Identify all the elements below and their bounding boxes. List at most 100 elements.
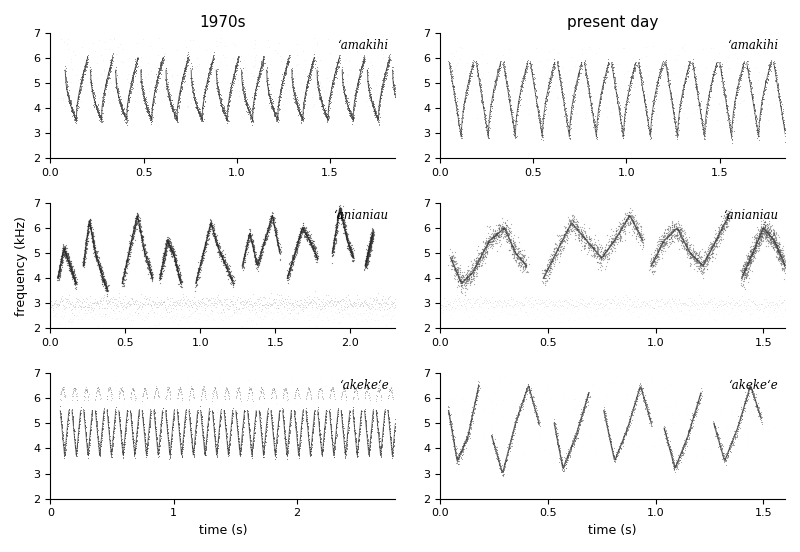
Point — [343, 242, 356, 251]
Point — [102, 425, 115, 434]
Point — [155, 258, 168, 267]
Point — [367, 97, 380, 105]
Point — [382, 308, 395, 317]
Point — [735, 67, 748, 76]
Point — [622, 212, 635, 221]
Point — [174, 437, 186, 445]
Point — [66, 106, 78, 115]
Point — [555, 301, 568, 310]
Point — [304, 66, 317, 75]
Point — [776, 109, 789, 118]
Point — [620, 423, 633, 432]
Point — [716, 312, 729, 321]
Point — [367, 107, 380, 116]
Point — [71, 94, 84, 103]
Point — [470, 253, 483, 262]
Point — [101, 286, 114, 295]
Point — [304, 73, 317, 82]
Point — [463, 274, 476, 283]
Point — [761, 223, 774, 232]
Point — [316, 412, 329, 421]
Point — [407, 59, 420, 67]
Point — [222, 444, 235, 453]
Point — [608, 72, 621, 81]
Point — [360, 427, 373, 436]
Point — [562, 219, 574, 227]
Point — [366, 99, 379, 108]
Point — [233, 443, 246, 452]
Point — [454, 300, 467, 309]
Point — [335, 213, 348, 221]
Point — [55, 420, 68, 428]
Point — [285, 65, 298, 73]
Point — [214, 102, 227, 110]
Point — [758, 220, 771, 229]
Point — [62, 265, 75, 274]
Point — [693, 393, 706, 402]
Point — [755, 226, 768, 235]
Point — [221, 384, 234, 393]
Point — [158, 252, 170, 261]
Point — [366, 234, 378, 243]
Point — [560, 458, 573, 467]
Point — [174, 80, 187, 89]
Point — [362, 251, 375, 260]
Point — [222, 443, 234, 452]
Point — [195, 389, 208, 398]
Point — [453, 276, 466, 285]
Point — [502, 229, 514, 237]
Point — [159, 240, 172, 249]
Point — [544, 260, 557, 269]
Point — [198, 306, 211, 315]
Point — [258, 448, 270, 457]
Point — [143, 421, 156, 430]
Point — [671, 216, 684, 225]
Point — [67, 302, 80, 311]
Point — [349, 94, 362, 103]
Point — [130, 428, 143, 437]
Point — [125, 83, 138, 92]
Point — [503, 94, 516, 103]
Point — [451, 104, 464, 113]
Point — [164, 300, 177, 309]
Point — [191, 305, 204, 314]
Point — [677, 80, 690, 89]
Point — [363, 405, 376, 414]
Point — [338, 224, 351, 233]
Point — [738, 401, 750, 410]
Point — [300, 230, 313, 238]
Point — [278, 385, 290, 394]
Point — [612, 82, 625, 91]
Point — [242, 233, 254, 242]
Point — [190, 305, 203, 314]
Point — [762, 233, 774, 242]
Point — [697, 125, 710, 134]
Point — [110, 295, 123, 304]
Point — [59, 251, 72, 259]
Point — [446, 428, 459, 437]
Point — [72, 436, 85, 444]
Point — [636, 298, 649, 306]
Point — [739, 266, 752, 275]
Point — [66, 107, 78, 116]
Point — [254, 420, 267, 429]
Point — [64, 315, 77, 323]
Point — [593, 259, 606, 268]
Point — [331, 63, 344, 72]
Point — [762, 223, 774, 232]
Point — [505, 237, 518, 246]
Point — [70, 277, 82, 286]
Point — [686, 252, 698, 261]
Point — [268, 447, 281, 455]
Point — [523, 59, 536, 68]
Point — [99, 286, 112, 295]
Point — [446, 73, 458, 82]
Point — [626, 73, 638, 82]
Point — [315, 448, 328, 457]
Point — [675, 448, 688, 457]
Point — [324, 422, 337, 431]
Point — [754, 226, 766, 235]
Point — [51, 418, 64, 427]
Point — [767, 246, 780, 254]
Point — [694, 104, 706, 113]
